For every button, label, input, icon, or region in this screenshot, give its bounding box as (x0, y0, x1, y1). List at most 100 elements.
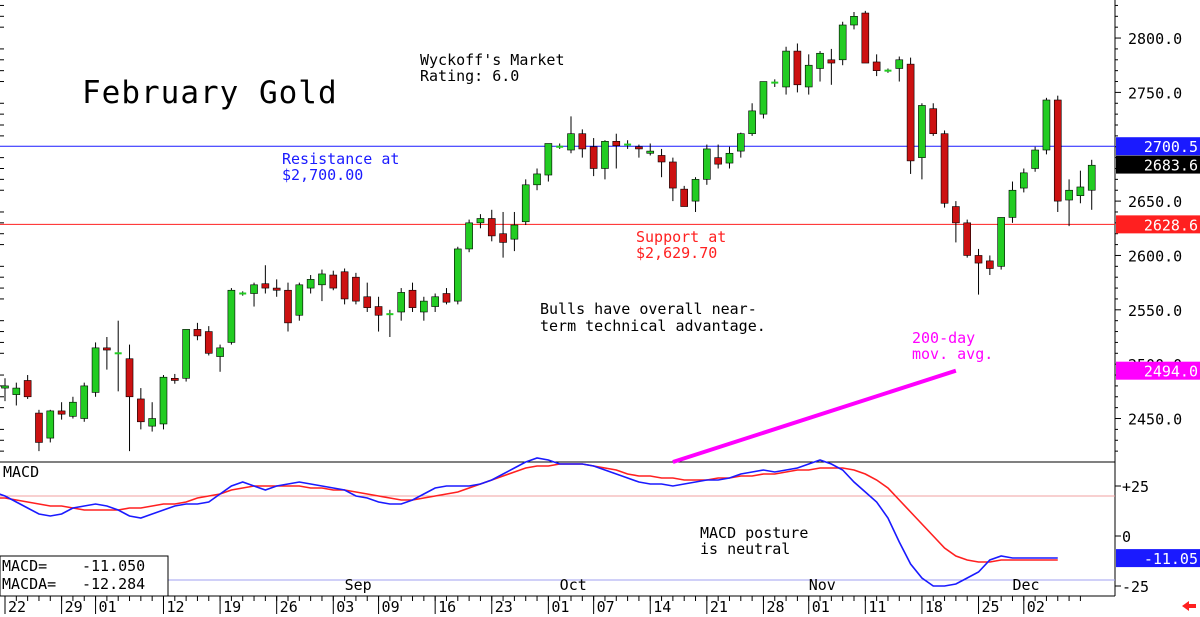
candle-up (476, 218, 485, 224)
rating-line-2: Rating: 6.0 (420, 67, 519, 85)
candlesticks (1, 10, 1096, 452)
candle-down (612, 141, 621, 146)
support-note-1: Support at (636, 228, 726, 246)
macd-panel: +25 0 -25 (0, 457, 1149, 596)
candle-up (816, 52, 824, 69)
candle-up (533, 173, 541, 186)
day-label: 16 (438, 598, 456, 616)
candle-up (521, 184, 530, 223)
candle-up (759, 81, 768, 115)
resistance-price-label-box (1116, 137, 1200, 156)
macda-line (0, 463, 1058, 563)
candle-up (1087, 164, 1096, 191)
candle-down (680, 188, 689, 207)
candle-down (499, 233, 507, 243)
day-label: 03 (336, 598, 354, 616)
price-tick-label: 2800.0 (1128, 30, 1182, 48)
month-label: Oct (560, 576, 587, 594)
scroll-left-icon[interactable] (1182, 601, 1196, 611)
candle-up (918, 105, 926, 158)
macd-readout-name: MACD= (2, 557, 47, 575)
candle-up (69, 401, 77, 417)
support-price-label: 2628.6 (1144, 216, 1198, 234)
candle-up (804, 64, 813, 88)
candle-up (465, 222, 473, 250)
candle-up (182, 329, 190, 379)
last-price-label-box (1116, 155, 1200, 174)
candle-up (838, 24, 847, 61)
candle-down (974, 255, 983, 264)
candle-down (589, 146, 598, 169)
moving-average (672, 368, 957, 464)
candle-down (940, 133, 949, 204)
macd-tick-label: +25 (1122, 478, 1149, 496)
support-price-label-box (1116, 215, 1200, 234)
candle-up (748, 110, 756, 135)
macd-note-2: is neutral (700, 540, 790, 558)
ma-200-line (672, 368, 957, 464)
price-tick-label: 2650.0 (1128, 193, 1182, 211)
candle-up (216, 347, 224, 357)
day-label: 01 (99, 598, 117, 616)
day-label: 01 (551, 598, 569, 616)
candle-up (1019, 172, 1028, 189)
candle-up (567, 133, 575, 151)
candle-up (295, 284, 304, 316)
resistance-note-2: $2,700.00 (282, 166, 363, 184)
day-label: 25 (982, 598, 1000, 616)
candle-down (487, 218, 496, 237)
macd-tick-label: 0 (1122, 528, 1131, 546)
price-tick-label: 2600.0 (1128, 247, 1182, 265)
candle-up (1, 385, 9, 389)
candle-up (510, 224, 519, 240)
candle-up (453, 248, 462, 302)
candle-up (646, 150, 655, 154)
candle-up (895, 59, 904, 69)
price-tick-label: 2750.0 (1128, 84, 1182, 102)
macd-tick-label: -25 (1122, 578, 1149, 596)
day-label: 26 (280, 598, 298, 616)
candle-down (193, 329, 202, 337)
ma-note-1: 200-day (912, 329, 975, 347)
last-price-label: 2683.6 (1144, 157, 1198, 175)
macd-readout-box (0, 555, 169, 597)
candle-up (703, 148, 711, 180)
candle-up (850, 16, 858, 26)
candle-down (929, 108, 938, 135)
support-note-2: $2,629.70 (636, 244, 717, 262)
ma-price-label-box (1116, 361, 1200, 380)
day-label: 21 (710, 598, 728, 616)
candle-down (125, 358, 134, 398)
candle-up (250, 284, 258, 294)
candle-up (1008, 189, 1017, 218)
ma-note-2: mov. avg. (912, 345, 993, 363)
macd-last-label: -11.05 (1144, 550, 1198, 568)
candle-down (23, 380, 32, 398)
bulls-note-2: term technical advantage. (540, 317, 766, 335)
day-label: 02 (1027, 598, 1045, 616)
candle-down (952, 206, 960, 224)
candle-down (408, 289, 417, 308)
candle-up (159, 376, 168, 425)
candle-up (544, 143, 553, 176)
candle-down (363, 296, 372, 308)
candle-down (272, 287, 281, 291)
candle-down (57, 410, 66, 415)
chart-title: February Gold (82, 75, 338, 111)
candle-down (261, 283, 270, 289)
candle-up (318, 273, 326, 286)
day-label: 23 (495, 598, 513, 616)
candle-up (91, 347, 100, 393)
candle-up (46, 410, 55, 439)
day-label: 28 (766, 598, 784, 616)
candle-down (329, 274, 338, 289)
candle-down (861, 12, 870, 64)
candle-down (35, 412, 43, 443)
candle-down (171, 377, 179, 381)
macda-readout-value: -12.284 (82, 575, 145, 593)
macd-last-label-box (1116, 549, 1200, 568)
candle-up (12, 387, 21, 395)
candle-down (137, 398, 145, 423)
candle-down (827, 59, 836, 64)
